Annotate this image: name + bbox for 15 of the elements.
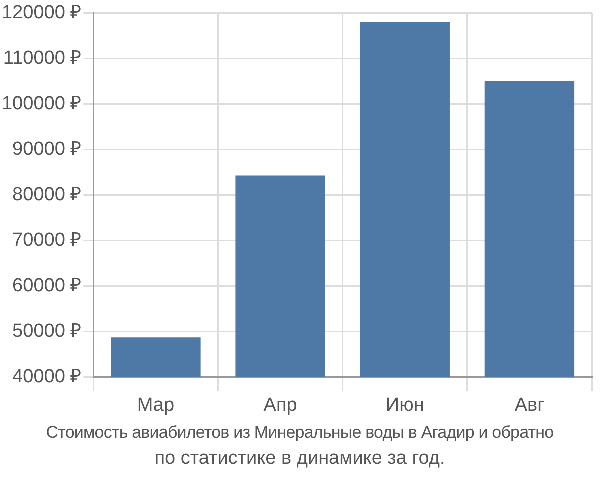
y-tick-label: 70000 ₽ [12, 230, 82, 252]
y-tick-label: 60000 ₽ [12, 275, 82, 296]
x-tick-label: Авг [514, 394, 545, 416]
y-tick-label: 120000 ₽ [2, 2, 82, 24]
y-tick-label: 40000 ₽ [12, 366, 82, 388]
y-tick-label: 110000 ₽ [3, 48, 82, 70]
x-tick-label: Мар [137, 394, 175, 416]
y-tick-label: 50000 ₽ [12, 320, 82, 342]
text: по статистике в динамике за год. [154, 447, 446, 471]
y-tick-label: 80000 ₽ [12, 184, 82, 206]
text: Стоимость авиабилетов из Минеральные воды в Агадир и обратно [45, 422, 555, 444]
y-tick-label: 90000 ₽ [12, 139, 82, 160]
x-tick-label: Июн [386, 394, 424, 416]
x-tick-label: Апр [264, 394, 298, 416]
y-tick-label: 100000 ₽ [2, 94, 82, 115]
